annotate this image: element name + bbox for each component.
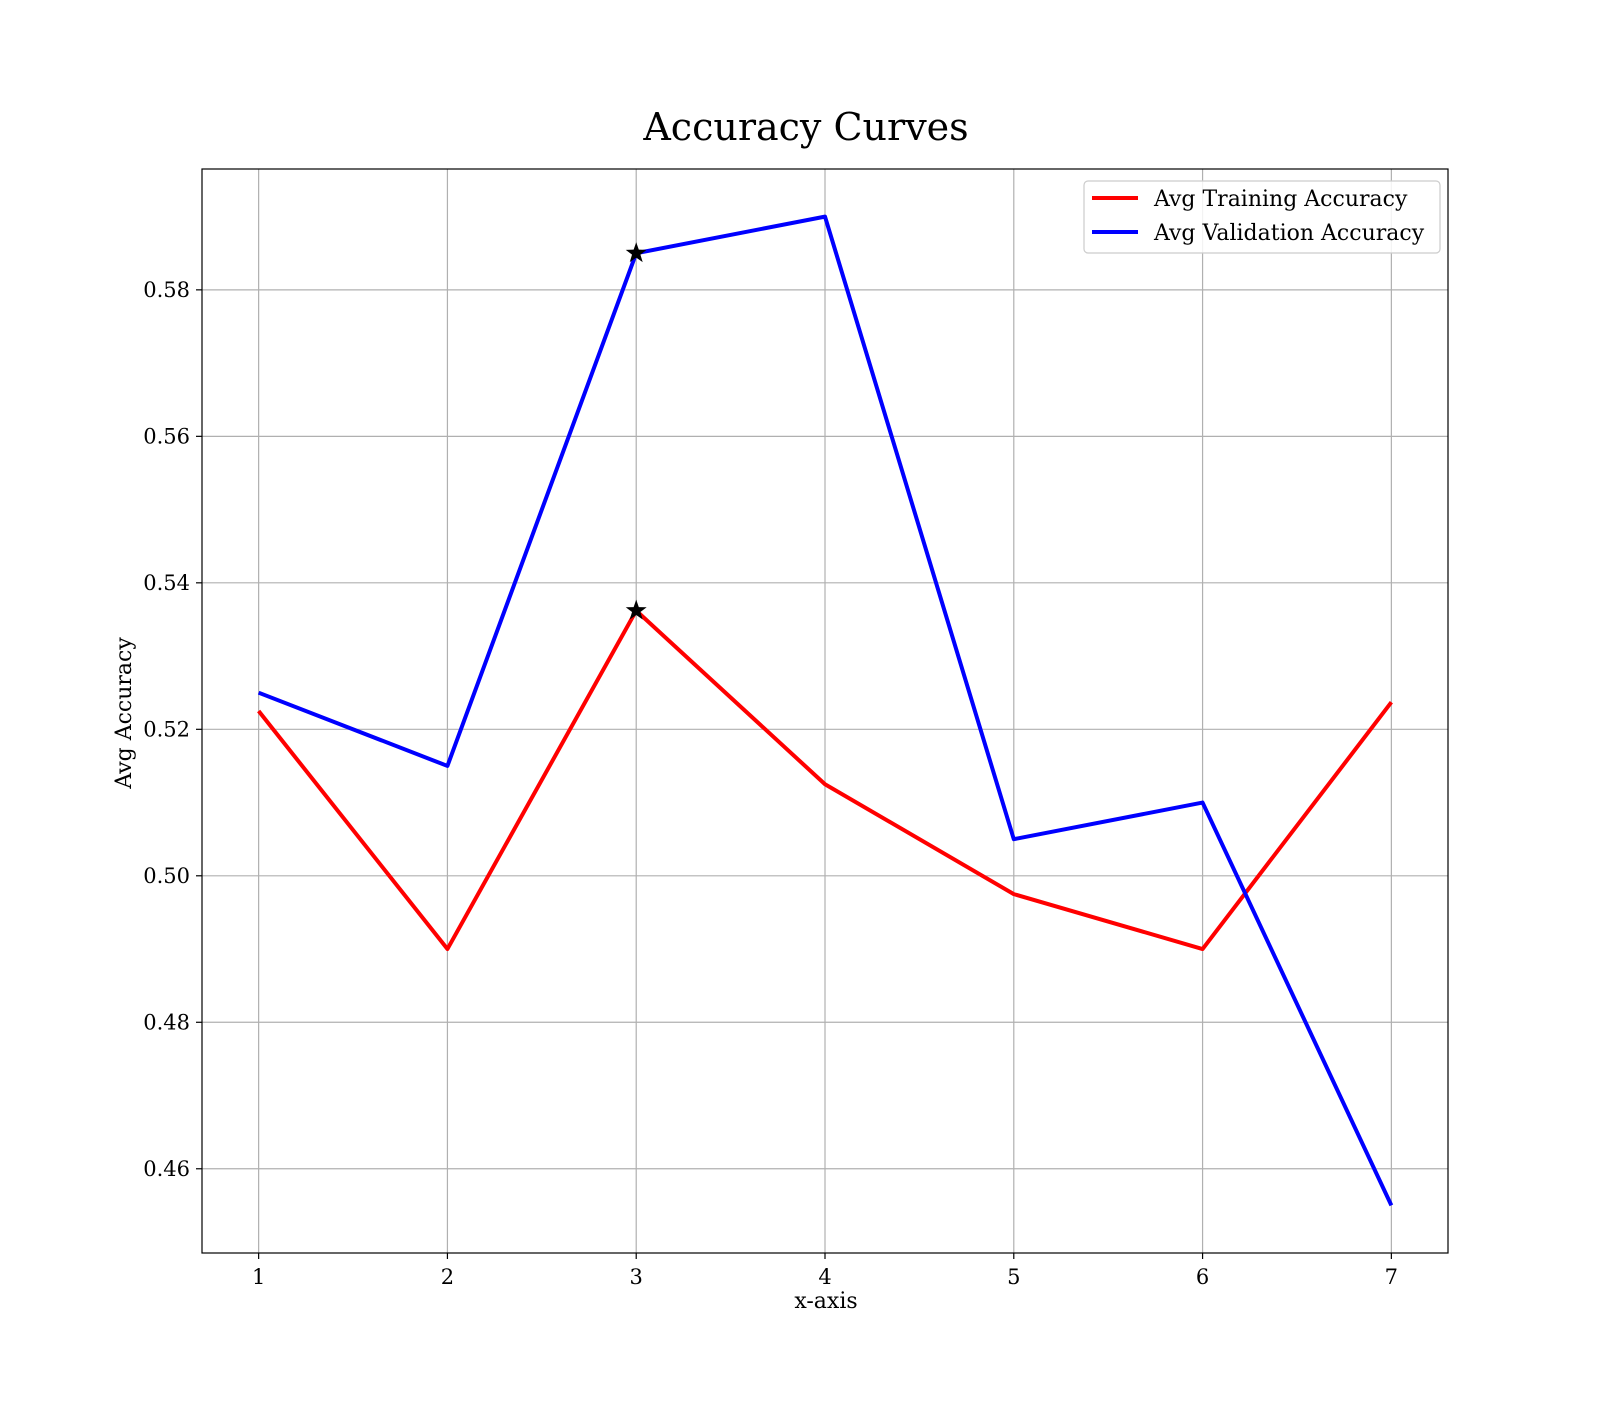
- star-markers: [625, 242, 647, 620]
- x-tick-label: 7: [1385, 1265, 1398, 1289]
- series-line-training: [257, 608, 1393, 952]
- legend-box: [1083, 180, 1441, 254]
- legend: Avg Training Accuracy Avg Validation Acc…: [1083, 180, 1441, 254]
- y-tick-label: 0.46: [143, 1157, 190, 1181]
- y-tick-label: 0.48: [143, 1010, 190, 1034]
- y-tick-label: 0.52: [143, 717, 190, 741]
- legend-label-training: Avg Training Accuracy: [1153, 187, 1408, 212]
- axis-ticks: 1 2 3 4 5 6 7 0.46 0.48 0.50 0.52 0.54 0.56 0.58: [143, 278, 1398, 1289]
- chart-title: Accuracy Curves: [642, 105, 968, 149]
- x-axis-label: x-axis: [794, 1289, 857, 1314]
- x-tick-label: 1: [252, 1265, 265, 1289]
- grid-lines: [202, 169, 1448, 1253]
- y-tick-label: 0.50: [143, 864, 190, 888]
- x-tick-label: 3: [630, 1265, 643, 1289]
- y-tick-label: 0.56: [143, 424, 190, 448]
- star-marker: [625, 599, 647, 620]
- y-axis-label: Avg Accuracy: [112, 637, 137, 790]
- x-tick-label: 6: [1196, 1265, 1209, 1289]
- star-marker: [625, 242, 647, 263]
- series-line-validation: [257, 214, 1394, 1207]
- x-tick-label: 4: [818, 1265, 831, 1289]
- x-tick-label: 5: [1007, 1265, 1020, 1289]
- y-tick-label: 0.54: [143, 571, 190, 595]
- series-lines: [257, 214, 1394, 1207]
- x-tick-label: 2: [441, 1265, 454, 1289]
- y-tick-label: 0.58: [143, 278, 190, 302]
- legend-label-validation: Avg Validation Accuracy: [1153, 221, 1425, 246]
